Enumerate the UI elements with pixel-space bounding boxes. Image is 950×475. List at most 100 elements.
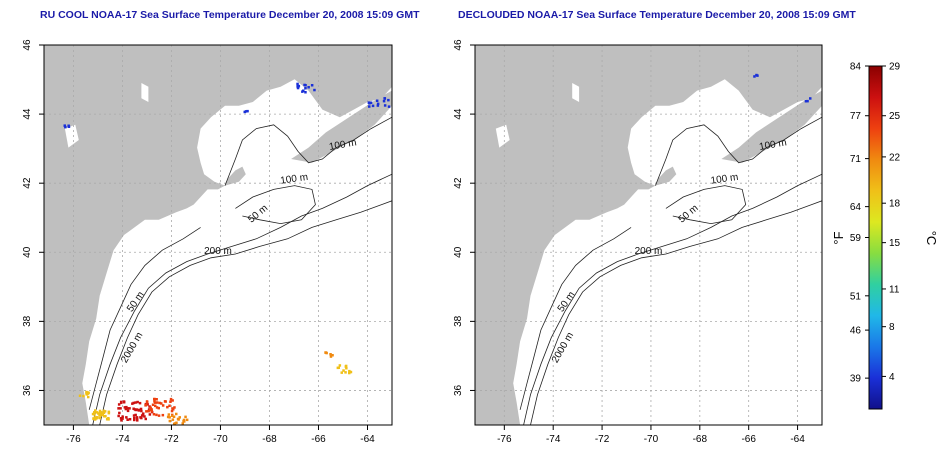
sst-pixel: [383, 104, 387, 107]
sst-pixel: [125, 416, 128, 419]
sst-pixel: [143, 415, 146, 418]
sst-pixel: [136, 419, 139, 422]
sst-pixel: [244, 110, 248, 113]
sst-pixel: [368, 105, 371, 108]
sst-pixel: [93, 416, 97, 419]
fahrenheit-axis-label: °F: [831, 231, 846, 244]
sst-pixel: [93, 413, 96, 416]
x-tick-label: -72: [164, 434, 179, 445]
sst-pixel: [120, 419, 123, 422]
sst-pixel: [168, 416, 171, 419]
isobath-contour: [523, 173, 822, 425]
sst-pixel: [158, 401, 161, 405]
sst-pixel: [375, 99, 379, 102]
sst-pixel: [104, 414, 107, 418]
c-tick-label: 18: [889, 199, 901, 210]
sst-pixel: [164, 400, 167, 403]
x-tick-label: -70: [213, 434, 228, 445]
sst-pixel: [304, 91, 307, 94]
sst-pixel: [155, 398, 158, 401]
sst-pixel: [168, 419, 172, 423]
sst-pixel: [87, 391, 90, 395]
y-tick-label: 38: [22, 315, 33, 327]
sst-pixel: [124, 407, 128, 411]
sst-pixel: [154, 404, 157, 408]
sst-pixel: [753, 75, 756, 78]
sst-pixel: [91, 412, 95, 416]
isobath-contour: [519, 227, 632, 410]
land-mass: [721, 90, 822, 163]
sst-pixel: [107, 411, 111, 415]
sst-pixel: [171, 414, 174, 417]
f-tick-label: 64: [850, 202, 862, 213]
sst-pixel: [134, 401, 137, 404]
sst-pixel: [155, 401, 159, 404]
sst-pixel: [171, 399, 174, 402]
sst-pixel: [95, 411, 99, 414]
sst-pixel: [809, 97, 812, 100]
sst-pixel: [119, 417, 123, 420]
sst-pixel: [178, 416, 181, 419]
plot-frame: [474, 44, 823, 426]
sst-pixel: [147, 409, 150, 413]
sst-pixel: [324, 351, 328, 354]
y-tick-label: 46: [22, 39, 33, 51]
contour-label: 100 m: [328, 137, 357, 153]
sst-pixel: [92, 417, 95, 421]
sst-pixel: [376, 104, 380, 107]
sst-pixel: [98, 409, 102, 413]
sst-pixel: [173, 406, 176, 409]
sst-pixel: [121, 415, 124, 418]
sst-pixel: [160, 402, 163, 405]
sst-pixel: [296, 82, 299, 86]
c-tick-label: 11: [889, 284, 900, 295]
land-mass: [225, 166, 246, 186]
sst-pixel: [342, 369, 345, 372]
sst-pixel: [338, 364, 342, 367]
sst-pixel: [134, 413, 137, 417]
sst-pixel: [132, 414, 136, 417]
sst-pixel: [176, 417, 180, 421]
sst-pixel: [175, 421, 178, 424]
sst-pixel: [161, 404, 165, 407]
sst-pixel: [148, 413, 152, 416]
sst-pixel: [133, 418, 136, 422]
sst-pixel: [87, 395, 90, 399]
celsius-axis-label: °C: [924, 231, 939, 246]
sst-pixel: [329, 355, 333, 358]
sst-pixel: [132, 401, 135, 405]
sst-pixel: [172, 408, 175, 411]
sst-pixel: [155, 406, 159, 409]
f-tick-label: 46: [850, 326, 862, 337]
sst-pixel: [153, 400, 156, 403]
sst-pixel: [181, 422, 184, 425]
sst-pixel: [348, 369, 351, 373]
contour-label: 100 m: [710, 172, 739, 187]
contour-label: 200 m: [204, 246, 232, 257]
land-mass: [44, 45, 392, 425]
sst-pixel: [170, 409, 174, 413]
x-tick-label: -64: [360, 434, 375, 445]
isobath-contour: [88, 227, 201, 410]
sst-pixel: [150, 410, 153, 413]
sst-pixel: [98, 413, 102, 416]
sst-pixel: [126, 407, 129, 410]
sst-pixel: [78, 394, 82, 397]
sst-pixel: [107, 417, 110, 420]
y-tick-label: 36: [22, 384, 33, 396]
sst-pixel: [117, 414, 120, 418]
sst-pixel: [166, 415, 170, 419]
x-tick-label: -66: [311, 434, 326, 445]
sst-pixel: [119, 407, 122, 410]
sst-pixel: [340, 371, 343, 374]
y-tick-label: 44: [453, 108, 464, 120]
sst-pixel: [94, 409, 97, 412]
isobath-contour: [530, 200, 822, 425]
sst-pixel: [97, 412, 100, 415]
sst-pixel: [67, 124, 70, 127]
sst-pixel: [168, 404, 171, 407]
y-tick-label: 36: [453, 384, 464, 396]
sst-pixel: [117, 403, 121, 406]
sst-pixel: [369, 101, 373, 104]
